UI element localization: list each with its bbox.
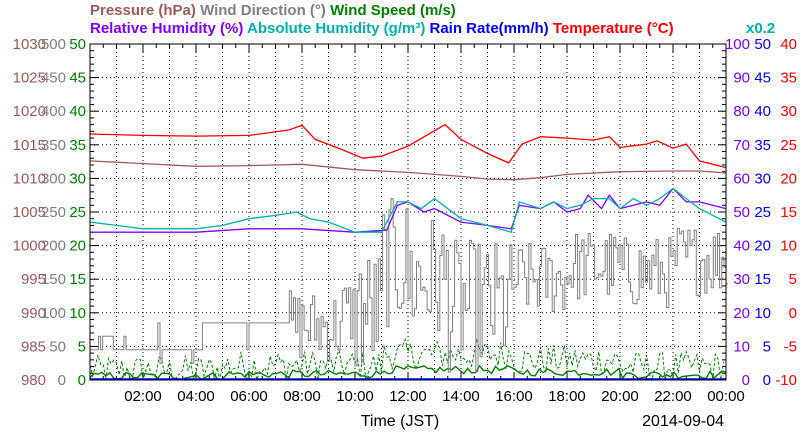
y-tick-label-relative-humidity: 0 xyxy=(742,372,750,389)
pressure-line xyxy=(89,160,727,181)
scale-note: x0.2 xyxy=(746,20,775,37)
y-tick-label-pressure: 995 xyxy=(21,271,46,288)
title-relative-humidity: Relative Humidity (%) xyxy=(90,20,243,37)
y-tick-label-temperature: 10 xyxy=(780,238,797,255)
y-tick-label-wind-direction: 200 xyxy=(41,238,66,255)
x-tick-label: 22:00 xyxy=(654,388,692,405)
y-tick-label-pressure: 1000 xyxy=(13,238,46,255)
wind-direction-line xyxy=(90,198,729,373)
title-rain-rate: Rain Rate(mm/h) xyxy=(430,20,549,37)
x-tick-label: 02:00 xyxy=(124,388,162,405)
title-wind-direction: Wind Direction (°) xyxy=(200,2,326,19)
title-temperature: Temperature (°C) xyxy=(553,20,674,37)
y-tick-label-rain-rate: 40 xyxy=(754,103,771,120)
x-tick-label: 16:00 xyxy=(495,388,533,405)
y-tick-label-wind-direction: 400 xyxy=(41,103,66,120)
y-tick-label-relative-humidity: 20 xyxy=(733,305,750,322)
title-pressure: Pressure (hPa) xyxy=(90,2,196,19)
y-tick-label-rain-rate: 35 xyxy=(754,137,771,154)
plot-frame xyxy=(89,43,727,381)
x-tick-label: 00:00 xyxy=(707,388,745,405)
y-tick-label-relative-humidity: 40 xyxy=(733,238,750,255)
wind-speed-line xyxy=(89,364,727,381)
y-tick-label-pressure: 1020 xyxy=(13,103,46,120)
y-tick-label-rain-rate: 15 xyxy=(754,271,771,288)
y-tick-label-temperature: 5 xyxy=(789,271,797,288)
absolute-humidity-line xyxy=(89,187,727,234)
title-absolute-humidity: Absolute Humidity (g/m³) xyxy=(247,20,425,37)
y-tick-label-temperature: 0 xyxy=(789,305,797,322)
y-tick-label-temperature: 35 xyxy=(780,70,797,87)
x-tick-label: 12:00 xyxy=(389,388,427,405)
y-tick-label-relative-humidity: 30 xyxy=(733,271,750,288)
y-tick-label-wind-direction: 450 xyxy=(41,70,66,87)
y-tick-label-wind-speed: 50 xyxy=(69,36,86,53)
y-tick-label-pressure: 1030 xyxy=(13,36,46,53)
y-tick-label-rain-rate: 0 xyxy=(763,372,771,389)
y-tick-label-temperature: -10 xyxy=(775,372,797,389)
y-tick-label-temperature: 25 xyxy=(780,137,797,154)
temperature-line xyxy=(89,123,727,169)
y-tick-label-pressure: 980 xyxy=(21,372,46,389)
y-tick-label-wind-direction: 50 xyxy=(49,338,66,355)
x-tick-label: 08:00 xyxy=(283,388,321,405)
y-tick-label-relative-humidity: 60 xyxy=(733,170,750,187)
y-tick-label-wind-speed: 20 xyxy=(69,238,86,255)
y-tick-label-wind-speed: 30 xyxy=(69,170,86,187)
y-tick-label-pressure: 990 xyxy=(21,305,46,322)
y-tick-label-wind-direction: 250 xyxy=(41,204,66,221)
x-tick-label: 18:00 xyxy=(548,388,586,405)
x-tick-label: 14:00 xyxy=(442,388,480,405)
x-tick-label: 04:00 xyxy=(177,388,215,405)
y-tick-label-wind-direction: 350 xyxy=(41,137,66,154)
x-tick-label: 06:00 xyxy=(230,388,268,405)
date-label: 2014-09-04 xyxy=(642,413,724,430)
y-tick-label-relative-humidity: 70 xyxy=(733,137,750,154)
y-tick-label-pressure: 985 xyxy=(21,338,46,355)
y-tick-label-pressure: 1010 xyxy=(13,170,46,187)
y-tick-label-pressure: 1005 xyxy=(13,204,46,221)
y-tick-label-temperature: 15 xyxy=(780,204,797,221)
y-tick-label-wind-speed: 35 xyxy=(69,137,86,154)
y-tick-label-relative-humidity: 80 xyxy=(733,103,750,120)
y-tick-label-wind-speed: 25 xyxy=(69,204,86,221)
title-wind-speed: Wind Speed (m/s) xyxy=(330,2,456,19)
y-tick-label-rain-rate: 25 xyxy=(754,204,771,221)
wind-speed-gust-line xyxy=(89,337,724,382)
x-tick-label: 20:00 xyxy=(601,388,639,405)
y-tick-label-wind-speed: 15 xyxy=(69,271,86,288)
y-tick-label-rain-rate: 50 xyxy=(754,36,771,53)
y-tick-label-wind-direction: 100 xyxy=(41,305,66,322)
y-tick-label-pressure: 1025 xyxy=(13,70,46,87)
y-tick-label-wind-direction: 300 xyxy=(41,170,66,187)
y-tick-label-wind-direction: 0 xyxy=(58,372,66,389)
y-tick-label-wind-speed: 0 xyxy=(78,372,86,389)
y-tick-label-rain-rate: 30 xyxy=(754,170,771,187)
y-tick-label-relative-humidity: 50 xyxy=(733,204,750,221)
legend-row-left: Pressure (hPa) Wind Direction (°) Wind S… xyxy=(90,2,456,19)
y-tick-label-wind-speed: 5 xyxy=(78,338,86,355)
y-tick-label-wind-direction: 150 xyxy=(41,271,66,288)
y-tick-label-temperature: 30 xyxy=(780,103,797,120)
x-axis-label: Time (JST) xyxy=(361,413,440,430)
y-tick-label-relative-humidity: 100 xyxy=(725,36,750,53)
y-tick-label-pressure: 1015 xyxy=(13,137,46,154)
y-tick-label-wind-speed: 45 xyxy=(69,70,86,87)
y-tick-label-rain-rate: 20 xyxy=(754,238,771,255)
y-tick-label-wind-direction: 500 xyxy=(41,36,66,53)
x-tick-label: 10:00 xyxy=(336,388,374,405)
y-tick-label-wind-speed: 10 xyxy=(69,305,86,322)
y-tick-label-rain-rate: 10 xyxy=(754,305,771,322)
legend-row-right: Relative Humidity (%) Absolute Humidity … xyxy=(90,20,674,37)
y-tick-label-rain-rate: 5 xyxy=(763,338,771,355)
y-tick-label-wind-speed: 40 xyxy=(69,103,86,120)
y-tick-label-temperature: -5 xyxy=(784,338,797,355)
y-tick-label-relative-humidity: 90 xyxy=(733,70,750,87)
y-tick-label-rain-rate: 45 xyxy=(754,70,771,87)
y-tick-label-temperature: 20 xyxy=(780,170,797,187)
y-tick-label-relative-humidity: 10 xyxy=(733,338,750,355)
y-tick-label-temperature: 40 xyxy=(780,36,797,53)
